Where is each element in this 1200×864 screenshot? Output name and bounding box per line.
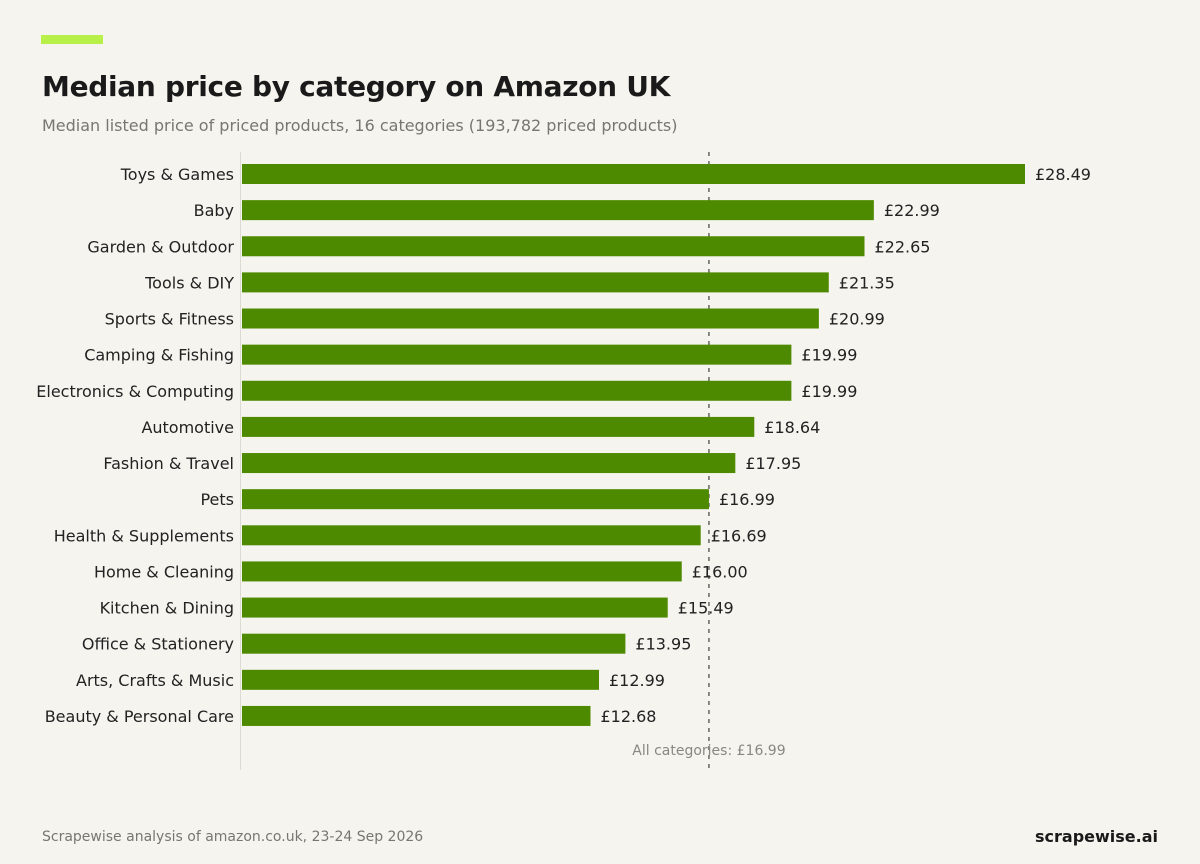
bar — [242, 597, 668, 618]
brand-logo-text: scrapewise.ai — [1035, 827, 1158, 846]
category-label: Kitchen & Dining — [100, 599, 234, 618]
value-label: £12.68 — [600, 707, 656, 726]
value-label: £22.99 — [884, 201, 940, 220]
value-label: £18.64 — [764, 418, 820, 437]
value-label: £15.49 — [678, 599, 734, 618]
value-label: £19.99 — [801, 382, 857, 401]
bar — [242, 453, 736, 474]
category-label: Garden & Outdoor — [87, 237, 234, 256]
value-label: £20.99 — [829, 310, 885, 329]
bar — [242, 236, 865, 257]
value-label: £22.65 — [874, 237, 930, 256]
reference-line-label: All categories: £16.99 — [632, 743, 785, 759]
bar — [242, 669, 600, 690]
value-label: £19.99 — [801, 346, 857, 365]
category-label: Baby — [194, 201, 234, 220]
chart-title: Median price by category on Amazon UK — [42, 70, 671, 103]
value-label: £16.99 — [719, 490, 775, 509]
bar — [242, 705, 591, 726]
value-label: £28.49 — [1035, 165, 1091, 184]
bar — [242, 200, 874, 221]
value-label: £17.95 — [745, 454, 801, 473]
value-label: £16.00 — [692, 562, 748, 581]
value-label: £16.69 — [711, 526, 767, 545]
bar — [242, 633, 626, 654]
category-label: Office & Stationery — [82, 635, 234, 654]
category-label: Arts, Crafts & Music — [76, 671, 234, 690]
category-label: Toys & Games — [120, 165, 234, 184]
category-label: Health & Supplements — [54, 526, 234, 545]
category-label: Tools & DIY — [144, 273, 234, 292]
source-note: Scrapewise analysis of amazon.co.uk, 23-… — [42, 829, 424, 845]
category-label: Pets — [200, 490, 234, 509]
bar — [242, 164, 1025, 184]
category-label: Fashion & Travel — [103, 454, 234, 473]
value-label: £21.35 — [839, 273, 895, 292]
value-label: £13.95 — [635, 635, 691, 654]
bar — [242, 416, 755, 437]
bar — [242, 344, 792, 365]
bar — [242, 272, 829, 293]
category-label: Sports & Fitness — [105, 310, 234, 329]
bar — [242, 380, 792, 401]
bar — [242, 308, 819, 329]
category-label: Home & Cleaning — [94, 562, 234, 581]
accent-bar — [41, 35, 103, 44]
bar — [242, 525, 701, 546]
category-label: Camping & Fishing — [84, 346, 234, 365]
bar — [242, 561, 682, 582]
value-label: £12.99 — [609, 671, 665, 690]
chart-subtitle: Median listed price of priced products, … — [42, 116, 678, 135]
category-label: Electronics & Computing — [36, 382, 234, 401]
category-label: Beauty & Personal Care — [45, 707, 234, 726]
category-label: Automotive — [141, 418, 234, 437]
bar — [242, 489, 709, 510]
